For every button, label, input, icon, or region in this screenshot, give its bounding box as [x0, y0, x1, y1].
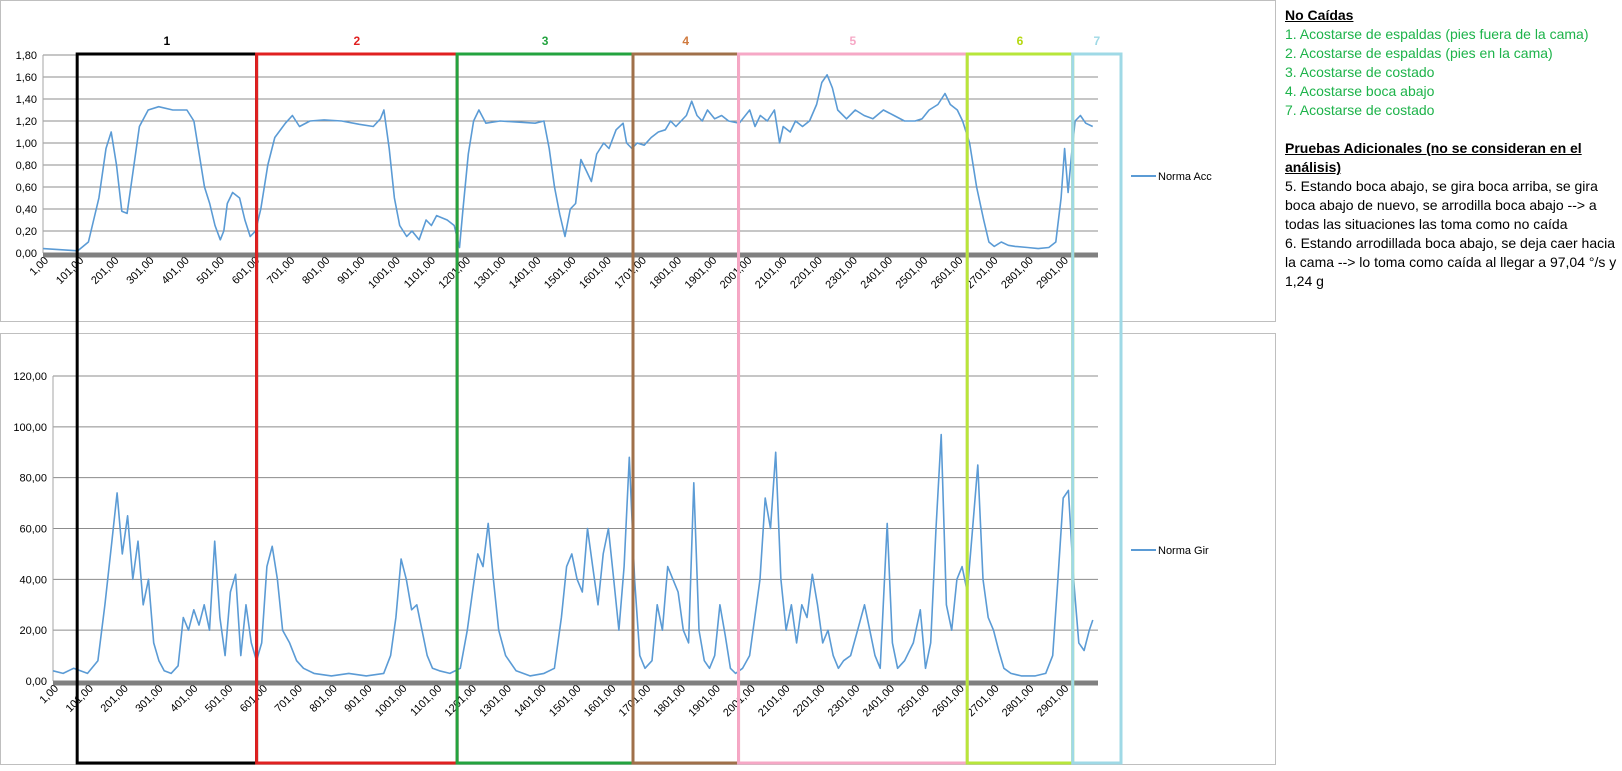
x-tick-label: 1101,00: [408, 683, 444, 719]
y-tick-label: 20,00: [19, 625, 47, 637]
x-tick-label: 501,00: [203, 683, 235, 715]
x-tick-label: 601,00: [238, 683, 270, 715]
x-tick-label: 1401,00: [507, 255, 544, 292]
y-tick-label: 1,60: [16, 72, 37, 84]
x-tick-label: 1701,00: [612, 255, 649, 292]
legend-label: Norma Gir: [1158, 545, 1209, 557]
gir-chart: 0,0020,0040,0060,0080,00100,00120,001,00…: [13, 371, 1209, 720]
x-tick-label: 401,00: [168, 683, 200, 715]
x-tick-label: 2701,00: [964, 255, 1001, 292]
x-tick-label: 901,00: [342, 683, 374, 715]
notes-panel: No Caídas 1. Acostarse de espaldas (pies…: [1285, 6, 1620, 291]
x-tick-label: 1001,00: [373, 683, 410, 720]
x-tick-label: 201,00: [99, 683, 131, 715]
x-tick-label: 2001,00: [721, 683, 758, 720]
y-tick-label: 1,40: [16, 94, 37, 106]
x-tick-label: 301,00: [133, 683, 165, 715]
x-tick-label: 2501,00: [895, 683, 932, 720]
x-tick-label: 201,00: [89, 255, 121, 287]
y-tick-label: 100,00: [13, 422, 47, 434]
x-tick-label: 2801,00: [1000, 683, 1037, 720]
x-tick-label: 2101,00: [753, 255, 790, 292]
y-tick-label: 0,00: [16, 248, 37, 260]
x-tick-label: 401,00: [160, 255, 192, 287]
x-tick-label: 1601,00: [582, 683, 619, 720]
x-tick-label: 2901,00: [1035, 683, 1072, 720]
x-tick-label: 2901,00: [1034, 255, 1071, 292]
x-tick-label: 1901,00: [686, 683, 723, 720]
x-tick-label: 2501,00: [894, 255, 931, 292]
notes-title-pruebas: Pruebas Adicionales (no se consideran en…: [1285, 140, 1582, 175]
gir-chart-panel: 0,00 20,00 40,00 60,00 80,00 100,00 120,00 1,00…: [0, 333, 1276, 765]
x-tick-label: 1301,00: [472, 255, 509, 292]
note-item: 1. Acostarse de espaldas (pies fuera de …: [1285, 26, 1589, 42]
y-tick-label: 80,00: [19, 473, 47, 485]
x-tick-label: 1901,00: [683, 255, 720, 292]
x-tick-label: 101,00: [64, 683, 96, 715]
x-tick-label: 1001,00: [366, 255, 403, 292]
x-tick-label: 2201,00: [788, 255, 825, 292]
note-item: 2. Acostarse de espaldas (pies en la cam…: [1285, 45, 1553, 61]
y-tick-label: 0,80: [16, 160, 37, 172]
x-tick-label: 1401,00: [512, 683, 549, 720]
x-tick-label: 2201,00: [791, 683, 828, 720]
x-tick-label: 1301,00: [477, 683, 514, 720]
note-paragraph-6: 6. Estando arrodillada boca abajo, se de…: [1285, 235, 1617, 289]
y-tick-label: 0,60: [16, 182, 37, 194]
x-tick-label: 2301,00: [826, 683, 863, 720]
x-tick-label: 1501,00: [547, 683, 584, 720]
y-tick-label: 1,00: [16, 138, 37, 150]
x-tick-label: 2601,00: [929, 255, 966, 292]
x-tick-label: 2801,00: [999, 255, 1036, 292]
x-tick-label: 501,00: [195, 255, 227, 287]
y-tick-label: 0,40: [16, 204, 37, 216]
y-tick-label: 60,00: [19, 524, 47, 536]
x-tick-label: 1801,00: [648, 255, 685, 292]
x-tick-label: 2401,00: [859, 255, 896, 292]
legend-label: Norma Acc: [1158, 171, 1212, 183]
x-tick-label: 2401,00: [861, 683, 898, 720]
y-tick-label: 0,00: [26, 676, 47, 688]
x-tick-label: 2301,00: [823, 255, 860, 292]
x-tick-label: 1801,00: [652, 683, 689, 720]
series-line: [52, 433, 1094, 677]
acc-chart-panel: 0,00 0,20 0,40 0,60 0,80 1,00 1,20 1,40 1,60 1,80…: [0, 0, 1276, 322]
y-tick-label: 1,80: [16, 50, 37, 62]
x-tick-label: 601,00: [230, 255, 262, 287]
x-tick-label: 1501,00: [542, 255, 579, 292]
acc-chart: 0,00 0,20 0,40 0,60 0,80 1,00 1,20 1,40 1,60 1,80…: [16, 50, 1213, 292]
x-tick-label: 1601,00: [577, 255, 614, 292]
note-item: 7. Acostarse de costado: [1285, 102, 1435, 118]
x-tick-label: 801,00: [308, 683, 340, 715]
notes-title-no-caidas: No Caídas: [1285, 7, 1354, 23]
x-tick-label: 2101,00: [756, 683, 793, 720]
x-tick-label: 1201,00: [443, 683, 480, 720]
x-tick-label: 101,00: [54, 255, 86, 287]
x-tick-label: 1201,00: [437, 255, 474, 292]
x-tick-label: 901,00: [335, 255, 367, 287]
x-tick-label: 1701,00: [617, 683, 654, 720]
x-tick-label: 701,00: [273, 683, 305, 715]
x-tick-label: 301,00: [124, 255, 156, 287]
note-item: 4. Acostarse boca abajo: [1285, 83, 1435, 99]
x-tick-label: 1101,00: [402, 255, 438, 291]
note-paragraph-5: 5. Estando boca abajo, se gira boca arri…: [1285, 178, 1598, 232]
x-tick-label: 2601,00: [930, 683, 967, 720]
x-tick-label: 2001,00: [718, 255, 755, 292]
series-line: [42, 74, 1094, 252]
y-tick-label: 1,20: [16, 116, 37, 128]
y-tick-label: 0,20: [16, 226, 37, 238]
note-item: 3. Acostarse de costado: [1285, 64, 1435, 80]
x-tick-label: 2701,00: [965, 683, 1002, 720]
x-tick-label: 801,00: [300, 255, 332, 287]
x-tick-label: 701,00: [265, 255, 297, 287]
y-tick-label: 40,00: [19, 574, 47, 586]
y-tick-label: 120,00: [13, 371, 47, 383]
